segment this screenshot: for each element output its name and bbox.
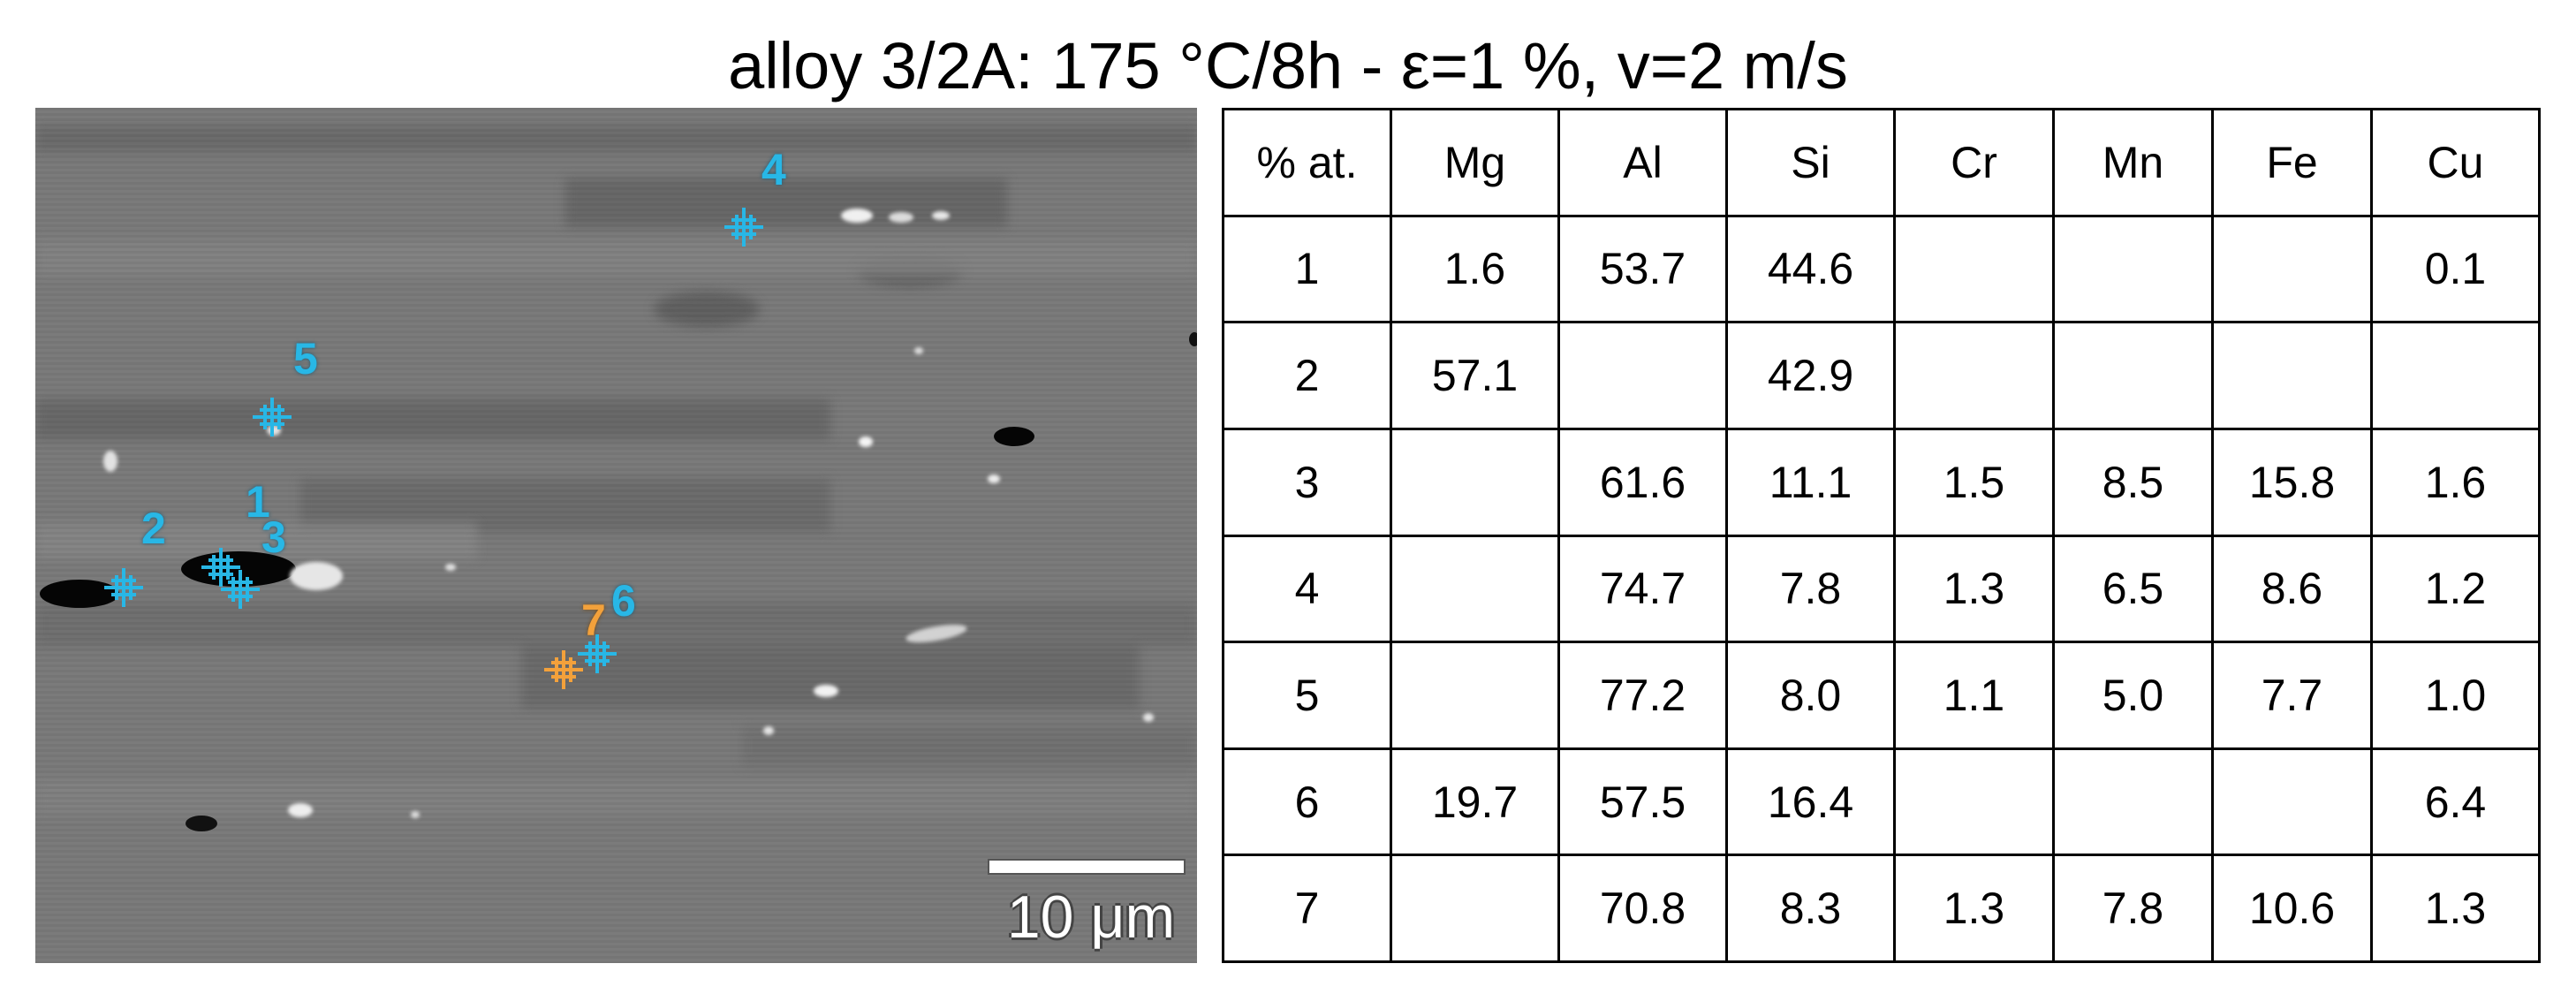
table-cell: 8.3 <box>1725 854 1896 963</box>
crosshair-marker-6-icon <box>578 634 617 673</box>
scale-bar <box>989 861 1184 873</box>
point-label-1: 1 <box>246 477 270 527</box>
table-header-cell: Cr <box>1893 108 2055 217</box>
table-row: 6 19.7 57.5 16.4 6.4 <box>1222 747 2541 857</box>
point-label-2: 2 <box>141 504 166 553</box>
table-cell: 1.3 <box>1893 534 2055 644</box>
point-number-cell: 3 <box>1222 427 1392 537</box>
table-cell: 1.6 <box>1390 214 1560 324</box>
table-cell <box>1893 214 2055 324</box>
table-header-cell: Mn <box>2052 108 2214 217</box>
table-cell: 74.7 <box>1557 534 1728 644</box>
table-header-cell: Al <box>1557 108 1728 217</box>
crosshair-marker-5-icon <box>253 398 292 436</box>
table-cell <box>1390 427 1560 537</box>
point-label-4: 4 <box>761 145 786 194</box>
table-cell: 70.8 <box>1557 854 1728 963</box>
table-cell <box>1893 747 2055 857</box>
table-header-cell: % at. <box>1222 108 1392 217</box>
table-cell <box>2370 321 2541 430</box>
point-label-5: 5 <box>293 334 318 383</box>
table-cell: 53.7 <box>1557 214 1728 324</box>
table-cell: 1.6 <box>2370 427 2541 537</box>
point-number-cell: 4 <box>1222 534 1392 644</box>
scale-bar-label: 10 μm <box>1006 884 1176 951</box>
table-header-row: % at. Mg Al Si Cr Mn Fe Cu <box>1222 108 2541 217</box>
point-label-6: 6 <box>611 576 636 626</box>
crosshair-marker-3-icon <box>221 570 260 609</box>
table-row: 5 77.2 8.0 1.1 5.0 7.7 1.0 <box>1222 641 2541 750</box>
table-cell: 8.5 <box>2052 427 2214 537</box>
table-cell: 19.7 <box>1390 747 1560 857</box>
point-label-3: 3 <box>261 512 286 562</box>
figure-title: alloy 3/2A: 175 °C/8h - ε=1 %, v=2 m/s <box>728 29 1848 102</box>
sem-micrograph: 4 5 2 1 3 6 7 10 μm <box>35 108 1197 963</box>
point-number-cell: 5 <box>1222 641 1392 750</box>
table-cell: 1.0 <box>2370 641 2541 750</box>
table-header-cell: Fe <box>2211 108 2373 217</box>
table-cell: 7.7 <box>2211 641 2373 750</box>
point-number-cell: 7 <box>1222 854 1392 963</box>
micrograph-texture <box>35 108 1197 963</box>
table-cell <box>2052 321 2214 430</box>
crosshair-marker-2-icon <box>104 568 143 607</box>
composition-table: % at. Mg Al Si Cr Mn Fe Cu 1 1.6 53.7 44.6 0.1 2 57.1 4… <box>1222 108 2541 963</box>
table-cell: 8.0 <box>1725 641 1896 750</box>
table-cell: 42.9 <box>1725 321 1896 430</box>
table-cell: 77.2 <box>1557 641 1728 750</box>
table-cell: 57.1 <box>1390 321 1560 430</box>
table-cell: 57.5 <box>1557 747 1728 857</box>
table-cell <box>2211 321 2373 430</box>
table-cell: 0.1 <box>2370 214 2541 324</box>
crosshair-marker-7-icon <box>544 650 583 689</box>
point-number-cell: 1 <box>1222 214 1392 324</box>
table-row: 3 61.6 11.1 1.5 8.5 15.8 1.6 <box>1222 427 2541 537</box>
table-row: 1 1.6 53.7 44.6 0.1 <box>1222 214 2541 324</box>
table-row: 7 70.8 8.3 1.3 7.8 10.6 1.3 <box>1222 854 2541 963</box>
crosshair-marker-4-icon <box>724 208 763 247</box>
point-number-cell: 2 <box>1222 321 1392 430</box>
crosshair-marker-1-icon <box>201 548 240 587</box>
table-cell <box>1557 321 1728 430</box>
table-cell: 1.2 <box>2370 534 2541 644</box>
table-cell: 1.5 <box>1893 427 2055 537</box>
table-header-cell: Cu <box>2370 108 2541 217</box>
point-number-cell: 6 <box>1222 747 1392 857</box>
table-cell <box>2052 214 2214 324</box>
table-cell: 6.5 <box>2052 534 2214 644</box>
table-row: 4 74.7 7.8 1.3 6.5 8.6 1.2 <box>1222 534 2541 644</box>
table-cell: 1.1 <box>1893 641 2055 750</box>
table-cell <box>2052 747 2214 857</box>
table-cell: 61.6 <box>1557 427 1728 537</box>
point-label-7: 7 <box>581 596 606 645</box>
table-cell: 10.6 <box>2211 854 2373 963</box>
table-cell <box>1390 641 1560 750</box>
table-cell: 15.8 <box>2211 427 2373 537</box>
table-cell: 1.3 <box>1893 854 2055 963</box>
table-cell <box>2211 747 2373 857</box>
table-cell <box>1390 534 1560 644</box>
table-cell <box>1390 854 1560 963</box>
table-cell: 6.4 <box>2370 747 2541 857</box>
table-cell: 1.3 <box>2370 854 2541 963</box>
table-cell: 8.6 <box>2211 534 2373 644</box>
table-cell: 16.4 <box>1725 747 1896 857</box>
table-header-cell: Si <box>1725 108 1896 217</box>
table-cell: 5.0 <box>2052 641 2214 750</box>
table-cell: 44.6 <box>1725 214 1896 324</box>
table-header-cell: Mg <box>1390 108 1560 217</box>
table-cell <box>1893 321 2055 430</box>
table-row: 2 57.1 42.9 <box>1222 321 2541 430</box>
table-cell <box>2211 214 2373 324</box>
table-cell: 7.8 <box>2052 854 2214 963</box>
table-cell: 11.1 <box>1725 427 1896 537</box>
table-cell: 7.8 <box>1725 534 1896 644</box>
